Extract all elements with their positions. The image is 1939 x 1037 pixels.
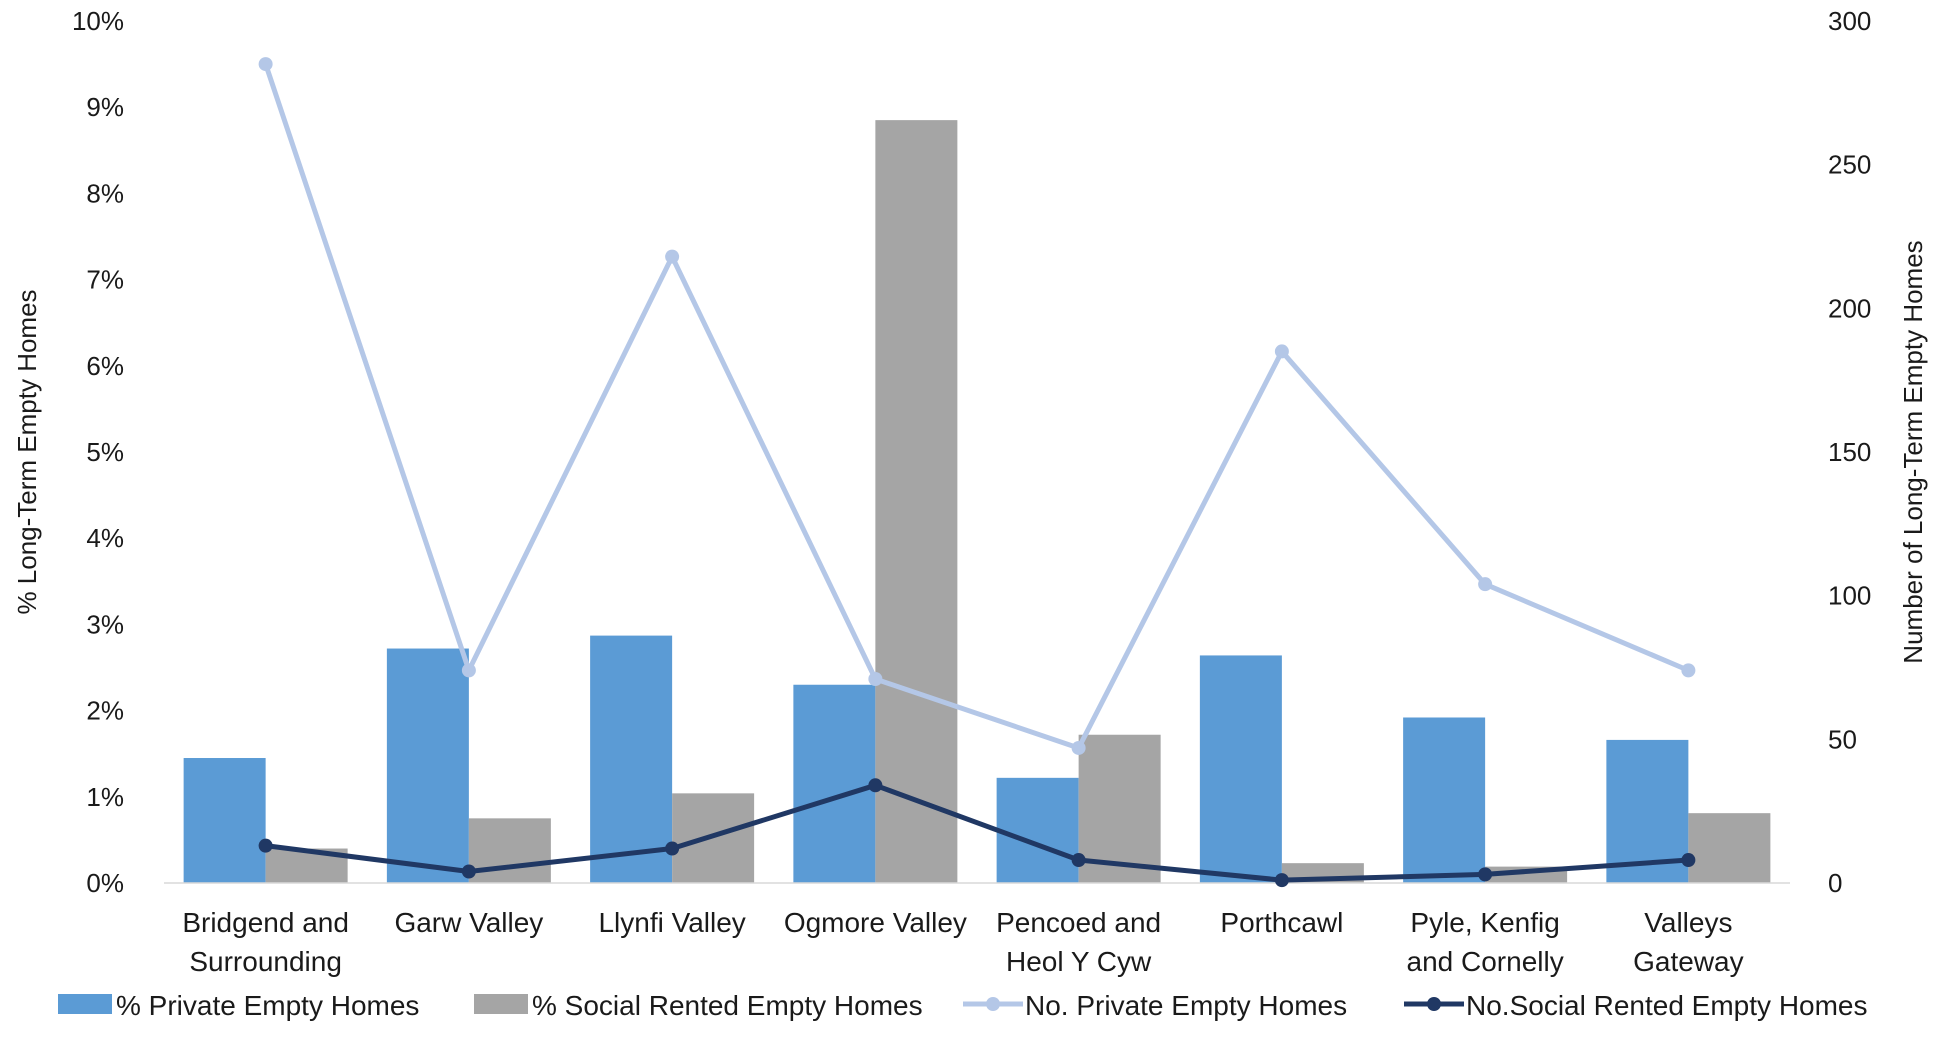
y2-tick-label: 150 (1828, 437, 1871, 467)
legend-label: No.Social Rented Empty Homes (1466, 990, 1868, 1021)
y-tick-label: 4% (86, 523, 124, 553)
legend-swatch (58, 994, 112, 1014)
point-no-private-empty-homes-porthcawl (1274, 344, 1289, 359)
y2-tick-label: 50 (1828, 724, 1857, 754)
y-tick-label: 1% (86, 782, 124, 812)
bar-social-rented-empty-homes-pencoed-and-heol-y-cyw (1078, 734, 1161, 883)
y2-tick-label: 250 (1828, 150, 1871, 180)
point-no-private-empty-homes-garw-valley (461, 663, 476, 678)
y2-tick-label: 200 (1828, 293, 1871, 323)
x-category-label: Pyle, Kenfig and Cornelly (1407, 907, 1564, 977)
point-no-private-empty-homes-pencoed-and-heol-y-cyw (1071, 740, 1086, 755)
point-no-private-empty-homes-pyle-kenfig-and-cornelly (1478, 577, 1493, 592)
point-no-social-rented-empty-homes-porthcawl (1274, 873, 1289, 888)
bar-social-rented-empty-homes-valleys-gateway (1688, 813, 1771, 883)
legend-label: % Social Rented Empty Homes (532, 990, 923, 1021)
x-category-label: Garw Valley (394, 907, 543, 938)
y-axis-ticks: 0% 1% 2% 3% 4% 5% 6% 7% 8% 9% 10% (72, 6, 124, 898)
y2-axis-title: Number of Long-Term Empty Homes (1898, 240, 1928, 663)
bars-layer (183, 120, 1771, 883)
x-category-label: Bridgend and Surrounding (182, 907, 349, 977)
y-tick-label: 5% (86, 437, 124, 467)
legend-item-social-rented-empty-homes: % Social Rented Empty Homes (474, 990, 923, 1021)
x-category-label: Llynfi Valley (598, 907, 745, 938)
point-no-social-rented-empty-homes-garw-valley (461, 864, 476, 879)
y2-tick-label: 0 (1828, 868, 1842, 898)
legend-swatch (474, 994, 528, 1014)
y-tick-label: 7% (86, 265, 124, 295)
legend: % Private Empty Homes % Social Rented Emp… (58, 990, 1868, 1021)
line-no-private-empty-homes (263, 63, 1690, 751)
y-tick-label: 6% (86, 351, 124, 381)
y-tick-label: 2% (86, 696, 124, 726)
point-no-social-rented-empty-homes-ogmore-valley (868, 778, 883, 793)
bar-private-empty-homes-porthcawl (1199, 655, 1282, 883)
point-no-social-rented-empty-homes-pyle-kenfig-and-cornelly (1478, 867, 1493, 882)
legend-marker (986, 997, 1000, 1011)
line-no-social-rented-empty-homes (265, 782, 1689, 883)
point-no-social-rented-empty-homes-bridgend-and-surrounding (258, 838, 273, 853)
point-no-private-empty-homes-llynfi-valley (665, 249, 680, 264)
y-tick-label: 0% (86, 868, 124, 898)
bar-private-empty-homes-garw-valley (386, 648, 469, 883)
legend-item-no-private-empty-homes: No. Private Empty Homes (963, 990, 1347, 1021)
x-category-label: Valleys Gateway (1633, 907, 1744, 977)
bar-social-rented-empty-homes-garw-valley (468, 818, 551, 883)
point-no-social-rented-empty-homes-pencoed-and-heol-y-cyw (1071, 853, 1086, 868)
x-category-label: Ogmore Valley (784, 907, 967, 938)
legend-item-private-empty-homes: % Private Empty Homes (58, 990, 419, 1021)
bar-private-empty-homes-pyle-kenfig-and-cornelly (1403, 717, 1486, 883)
legend-marker (1427, 997, 1441, 1011)
y2-axis-ticks: 0 50 100 150 200 250 300 (1828, 6, 1871, 898)
point-no-social-rented-empty-homes-llynfi-valley (665, 841, 680, 856)
point-no-private-empty-homes-valleys-gateway (1681, 663, 1696, 678)
y2-tick-label: 100 (1828, 581, 1871, 611)
y-axis-title: % Long-Term Empty Homes (12, 289, 42, 614)
point-no-private-empty-homes-ogmore-valley (868, 671, 883, 686)
point-no-private-empty-homes-bridgend-and-surrounding (258, 57, 273, 72)
y2-tick-label: 300 (1828, 6, 1871, 36)
y-tick-label: 3% (86, 609, 124, 639)
legend-item-no-social-rented-empty-homes: No.Social Rented Empty Homes (1404, 990, 1868, 1021)
y-tick-label: 9% (86, 92, 124, 122)
bar-private-empty-homes-bridgend-and-surrounding (183, 758, 266, 883)
y-tick-label: 8% (86, 178, 124, 208)
bar-private-empty-homes-pencoed-and-heol-y-cyw (996, 777, 1079, 883)
legend-label: No. Private Empty Homes (1025, 990, 1347, 1021)
point-no-social-rented-empty-homes-valleys-gateway (1681, 853, 1696, 868)
y-tick-label: 10% (72, 6, 124, 36)
bar-private-empty-homes-ogmore-valley (793, 684, 876, 883)
bar-private-empty-homes-llynfi-valley (590, 635, 673, 883)
lines-layer (258, 57, 1696, 888)
bar-social-rented-empty-homes-ogmore-valley (875, 120, 958, 883)
x-axis-category-labels: Bridgend and Surrounding Garw Valley Llynfi… (182, 907, 1743, 977)
x-category-label: Porthcawl (1220, 907, 1343, 938)
legend-label: % Private Empty Homes (116, 990, 419, 1021)
x-category-label: Pencoed and Heol Y Cyw (996, 907, 1161, 977)
